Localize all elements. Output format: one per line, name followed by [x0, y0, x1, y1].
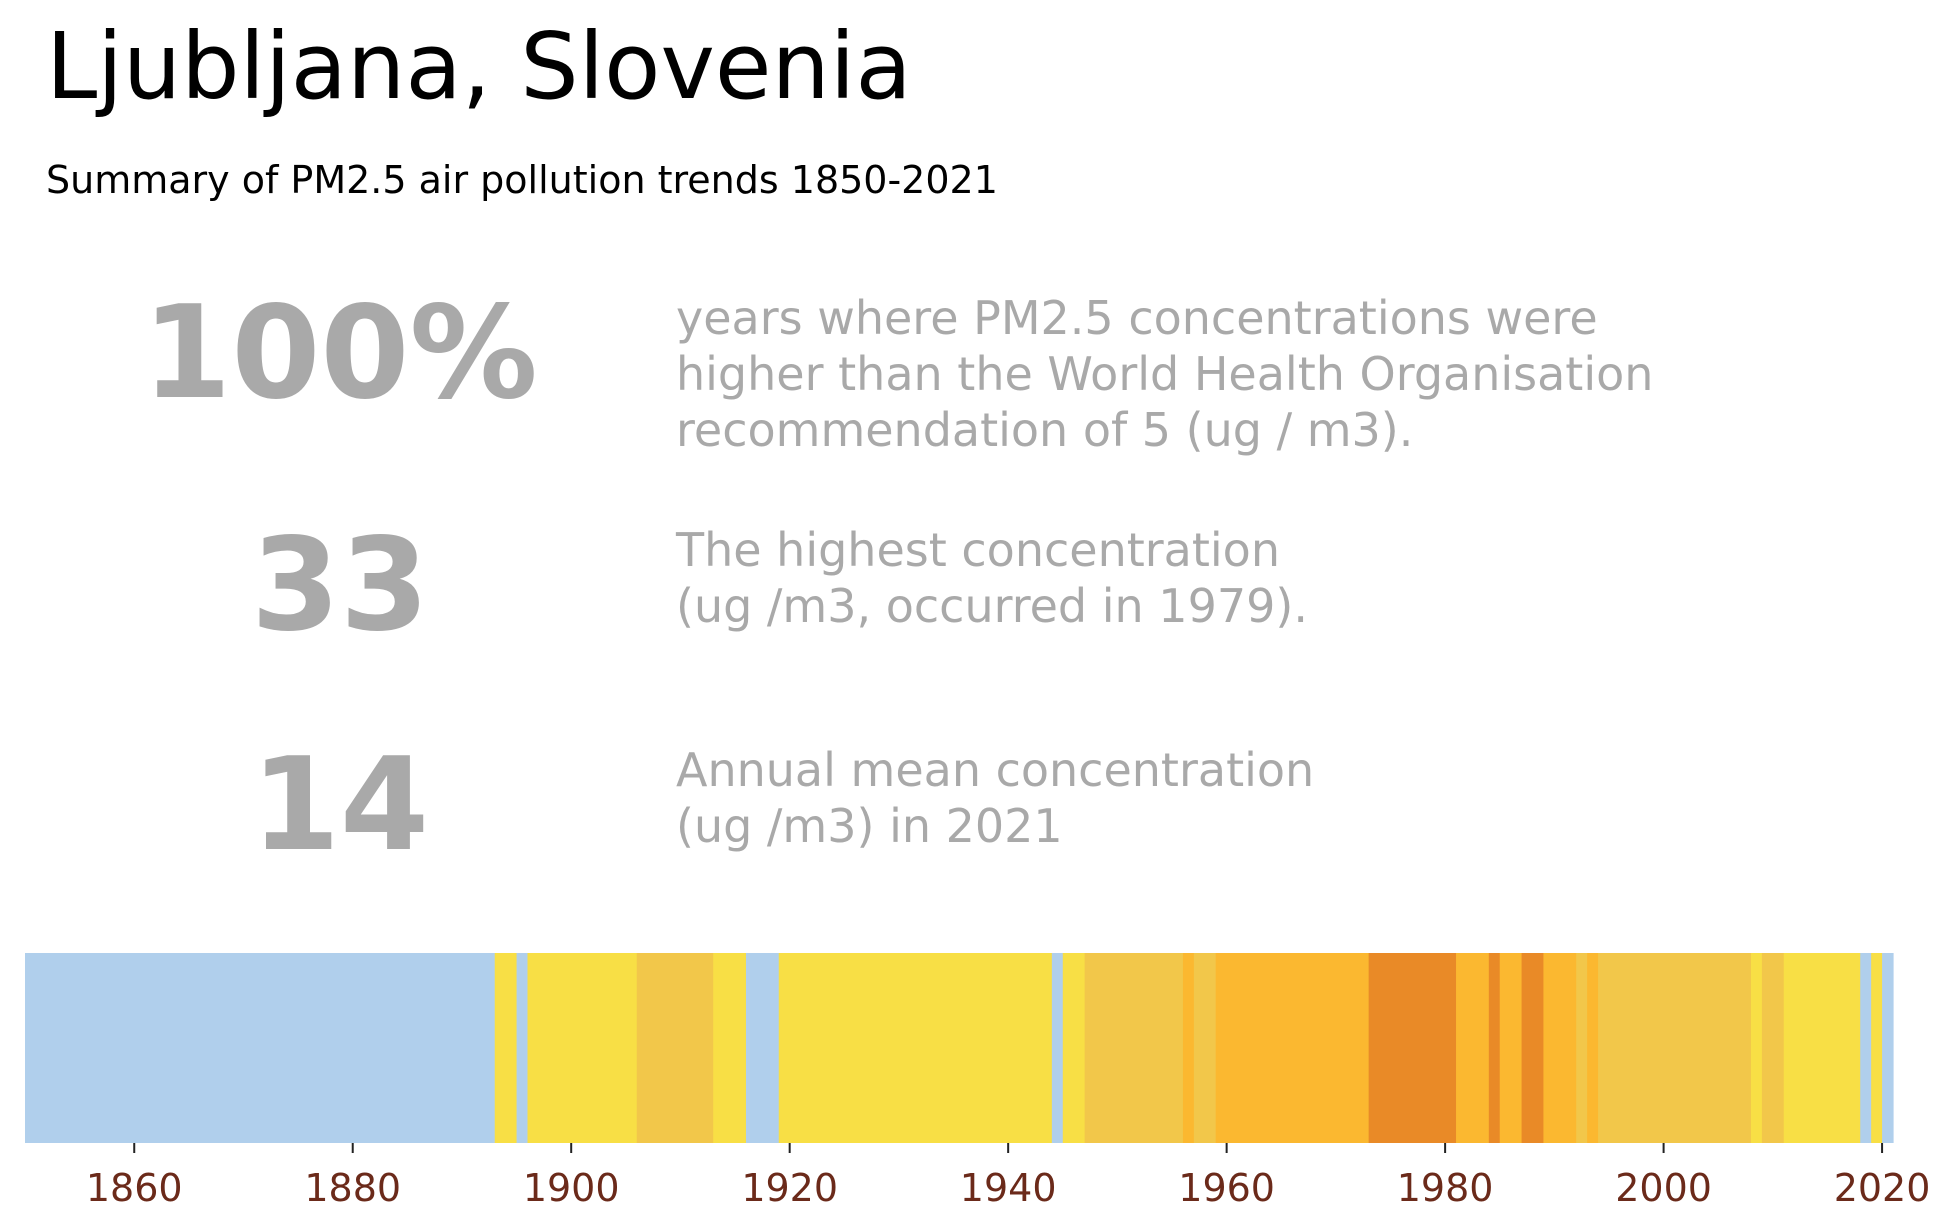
- stripe-1947-1956: [1084, 953, 1184, 1143]
- stripe-1896-1906: [527, 953, 638, 1143]
- stripe-1987-1989: [1521, 953, 1545, 1143]
- stripe-1985-1987: [1499, 953, 1523, 1143]
- stat-value-exceedance: 100%: [142, 279, 538, 428]
- stripe-2018-2019: [1860, 953, 1872, 1143]
- page-title: Ljubljana, Slovenia: [46, 13, 912, 120]
- stripe-1994-2008: [1598, 953, 1752, 1143]
- stripe-1984-1985: [1488, 953, 1501, 1143]
- x-tick-label-1880: 1880: [304, 1166, 401, 1210]
- x-tick-label-1960: 1960: [1178, 1166, 1275, 1210]
- stripe-1973-1981: [1368, 953, 1457, 1143]
- stripe-1957-1959: [1193, 953, 1217, 1143]
- stripe-1906-1913: [636, 953, 714, 1143]
- stripe-1850-1893: [25, 953, 496, 1143]
- x-tick-label-1940: 1940: [960, 1166, 1057, 1210]
- x-tick-label-1980: 1980: [1397, 1166, 1494, 1210]
- stripe-1992-1993: [1576, 953, 1588, 1143]
- stripe-1959-1973: [1215, 953, 1370, 1143]
- page-subtitle: Summary of PM2.5 air pollution trends 18…: [46, 158, 998, 202]
- stripe-1993-1994: [1587, 953, 1599, 1143]
- stat-desc-mean: Annual mean concentration (ug /m3) in 20…: [676, 743, 1315, 853]
- x-tick-label-1860: 1860: [86, 1166, 183, 1210]
- stripe-1919-1944: [778, 953, 1053, 1143]
- stripe-1895-1896: [516, 953, 529, 1143]
- stripe-1981-1984: [1456, 953, 1490, 1143]
- stat-mean: 14 Annual mean concentration (ug /m3) in…: [0, 742, 1938, 942]
- stat-value-highest: 33: [250, 511, 430, 660]
- stripe-1989-1992: [1543, 953, 1577, 1143]
- stat-highest: 33 The highest concentration (ug /m3, oc…: [0, 522, 1938, 722]
- stripe-2008-2009: [1750, 953, 1763, 1143]
- x-tick-label-1920: 1920: [741, 1166, 838, 1210]
- stripe-2020-2021: [1882, 953, 1894, 1143]
- stat-exceedance: 100% years where PM2.5 concentrations we…: [0, 290, 1938, 490]
- stat-value-mean: 14: [250, 731, 430, 880]
- stripe-1916-1919: [745, 953, 780, 1143]
- x-tick-label-1900: 1900: [523, 1166, 620, 1210]
- x-tick-label-2000: 2000: [1615, 1166, 1712, 1210]
- stripe-2019-2020: [1871, 953, 1883, 1143]
- stripe-1893-1895: [494, 953, 518, 1143]
- stripe-1956-1957: [1182, 953, 1195, 1143]
- x-tick-label-2020: 2020: [1834, 1166, 1931, 1210]
- stripe-1945-1947: [1062, 953, 1086, 1143]
- stat-desc-highest: The highest concentration (ug /m3, occur…: [676, 523, 1308, 633]
- stripe-1944-1945: [1051, 953, 1064, 1143]
- stat-desc-exceedance: years where PM2.5 concentrations were hi…: [676, 291, 1654, 457]
- stripe-2011-2018: [1783, 953, 1861, 1143]
- stripe-1913-1916: [713, 953, 747, 1143]
- stripe-2009-2011: [1761, 953, 1785, 1143]
